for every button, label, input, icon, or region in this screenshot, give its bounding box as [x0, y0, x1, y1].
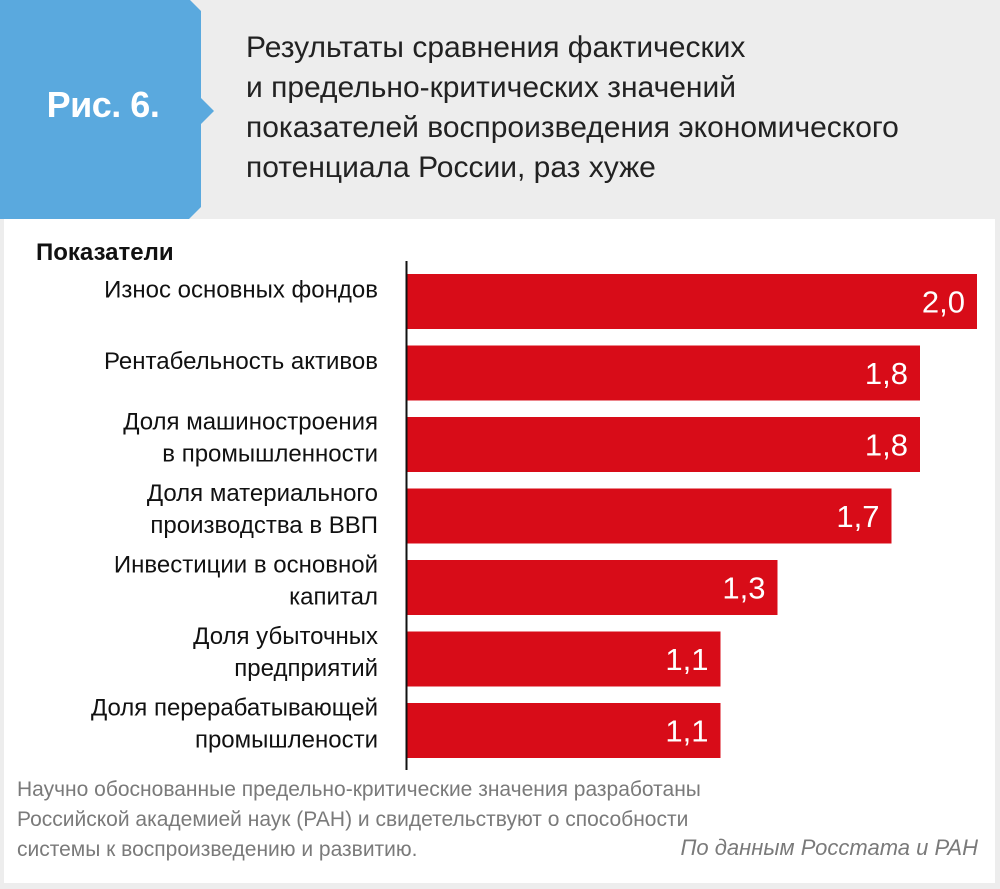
- category-label: промышлености: [195, 727, 378, 754]
- category-label: Износ основных фондов: [104, 277, 378, 304]
- bar: [407, 560, 778, 615]
- footnote-line: системы к воспроизведению и развитию.: [17, 838, 418, 861]
- category-labels-group: Износ основных фондов Рентабельность акти…: [91, 277, 378, 754]
- bar-value-label: 1,1: [665, 642, 708, 677]
- category-label: производства в ВВП: [150, 512, 378, 539]
- bar: [407, 345, 920, 401]
- badge-shape: [0, 0, 214, 219]
- category-header: Показатели: [36, 239, 174, 266]
- category-label: Инвестиции в основной: [114, 552, 378, 579]
- bar: [407, 703, 721, 758]
- category-label: Доля машиностроения: [123, 409, 378, 436]
- footnote-line: Научно обоснованные предельно-критически…: [17, 778, 701, 801]
- bar: [407, 274, 977, 329]
- category-label: Рентабельность активов: [104, 348, 378, 375]
- chart-panel: [4, 219, 995, 883]
- category-label: в промышленности: [162, 441, 378, 468]
- bar-value-label: 1,1: [665, 714, 708, 749]
- bar-value-label: 1,3: [722, 571, 765, 606]
- figure-badge: Рис. 6.: [0, 0, 216, 219]
- bar-value-label: 1,8: [865, 428, 908, 463]
- footnote: Научно обоснованные предельно-критически…: [17, 775, 877, 865]
- bar: [407, 417, 920, 472]
- category-label: предприятий: [234, 655, 378, 682]
- bar: [407, 631, 721, 687]
- bar-value-label: 1,7: [836, 499, 879, 534]
- chart-title: Результаты сравнения фактических и преде…: [246, 28, 986, 188]
- category-label: Доля материального: [147, 480, 378, 507]
- category-label: Доля убыточных: [193, 623, 378, 650]
- figure-label: Рис. 6.: [46, 84, 160, 125]
- bar-value-label: 2,0: [922, 285, 965, 320]
- bar: [407, 488, 892, 544]
- bar-value-label: 1,8: [865, 356, 908, 391]
- footnote-line: Российской академией наук (РАН) и свидет…: [17, 808, 689, 831]
- title-line: и предельно-критических значений: [246, 71, 736, 104]
- bars-group: 2,0 1,8 1,8 1,7 1,3 1,1 1,1: [407, 274, 977, 758]
- title-line: показателей воспроизведения экономическо…: [246, 111, 899, 144]
- category-label: капитал: [289, 584, 378, 611]
- category-label: Доля перерабатывающей: [91, 695, 378, 722]
- source-note: По данным Росстата и РАН: [680, 835, 978, 860]
- title-line: Результаты сравнения фактических: [246, 31, 746, 64]
- title-line: потенциала России, раз хуже: [246, 151, 656, 184]
